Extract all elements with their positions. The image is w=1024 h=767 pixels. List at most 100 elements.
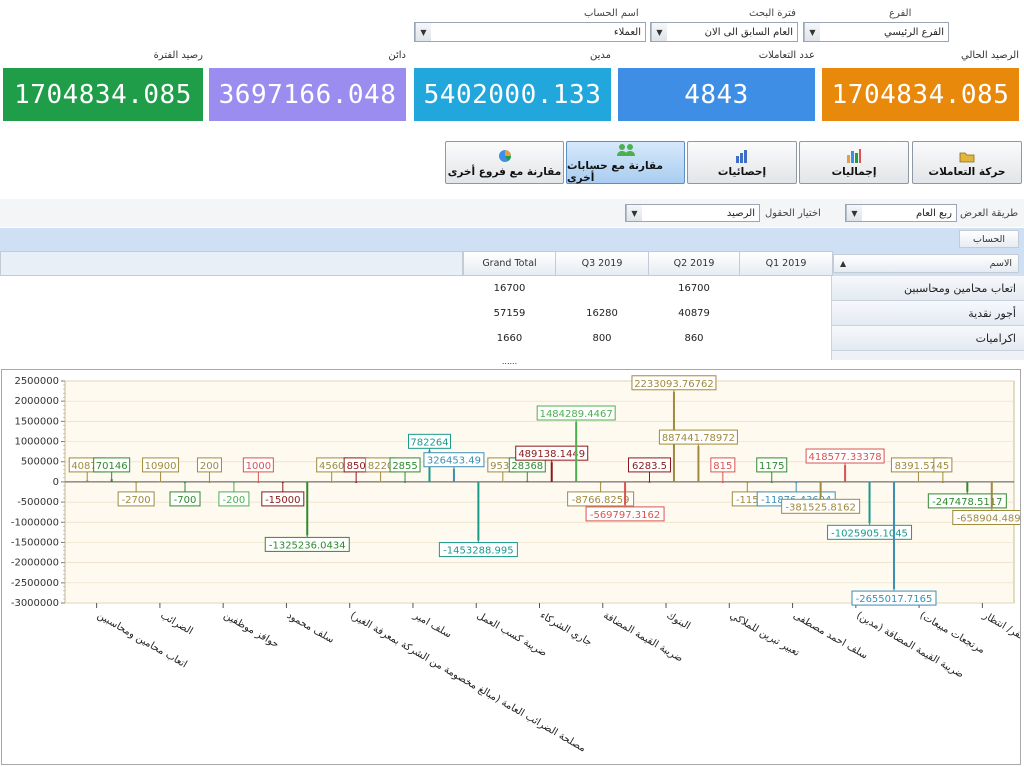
view-mode-combo[interactable]: ▼ ربع العام: [845, 204, 957, 222]
kpi-current-balance: 1704834.085: [822, 68, 1019, 121]
tab-compare-accounts[interactable]: مقارنة مع حسابات أخرى: [566, 141, 685, 184]
table-row-name[interactable]: أجور نقدية: [832, 301, 1024, 326]
fields-combo[interactable]: ▼ الرصيد: [625, 204, 760, 222]
data-label-box: [218, 491, 250, 507]
data-label: 1484289.4467: [540, 409, 613, 420]
kpi-label-credit: دائن: [388, 50, 406, 61]
chevron-down-icon[interactable]: ▼: [846, 205, 862, 221]
pivot-empty-header: [0, 251, 463, 276]
table-row-name[interactable]: اتعاب محامين ومحاسبين: [832, 276, 1024, 301]
kpi-transactions: 4843: [618, 68, 815, 121]
x-tick-label: جاري الشركاء: [538, 610, 594, 648]
name-field-header[interactable]: ▲ الاسم: [833, 254, 1019, 273]
data-bar: [721, 481, 724, 483]
tab-transactions[interactable]: حركة التعاملات: [912, 141, 1022, 184]
comparison-chart: 2500000 2000000 1500000 1000000 500000 0 -5000…: [1, 369, 1024, 765]
data-label-box: [628, 457, 672, 473]
data-bar: [770, 481, 773, 483]
data-bar: [526, 480, 529, 482]
kpi-label-current-balance: الرصيد الحالي: [961, 50, 1019, 61]
data-label-box: [952, 510, 1024, 526]
y-tick-label: -500000: [17, 497, 59, 508]
data-bar: [990, 481, 993, 509]
x-tick-label: سلف امير: [411, 610, 454, 641]
data-label: 4560: [319, 461, 344, 472]
data-label-box: [117, 491, 155, 507]
data-label-box: [515, 445, 589, 461]
data-label: 887441.78972: [662, 433, 735, 444]
tab-statistics[interactable]: إحصائيات: [687, 141, 797, 184]
data-bar: [355, 481, 358, 483]
branch-combo[interactable]: ▼ الفرع الرئيسي: [803, 22, 949, 42]
pie-chart-icon: [497, 147, 513, 163]
column-header-grand-total[interactable]: Grand Total: [463, 251, 556, 276]
y-tick-label: -1000000: [11, 517, 59, 528]
view-mode-label: طريقة العرض: [960, 208, 1019, 219]
data-label: -658904.4899: [957, 514, 1020, 525]
data-label-box: [142, 457, 180, 473]
tab-totals[interactable]: إجماليات: [799, 141, 909, 184]
chevron-down-icon[interactable]: ▼: [804, 23, 820, 41]
data-label-box: [264, 536, 350, 552]
period-label: فترة البحث: [749, 8, 796, 19]
data-label: -8766.8259: [572, 495, 630, 506]
tab-compare-branches[interactable]: مقارنة مع فروع أخرى: [445, 141, 564, 184]
tab-statistics-label: إحصائيات: [717, 166, 767, 178]
data-label: -2655017.7165: [856, 594, 933, 605]
data-label-box: [196, 457, 222, 473]
data-bar: [844, 465, 847, 482]
account-combo[interactable]: ▼ العملاء: [414, 22, 646, 42]
period-value: العام السابق الى الان: [704, 26, 793, 38]
account-value: العملاء: [613, 26, 641, 38]
column-header-q2[interactable]: Q2 2019: [648, 251, 740, 276]
branch-label: الفرع: [889, 8, 912, 19]
data-label: -200: [223, 495, 246, 506]
chevron-down-icon[interactable]: ▼: [651, 23, 667, 41]
tab-totals-label: إجماليات: [831, 166, 877, 178]
table-cell-q3: 16280: [586, 308, 618, 319]
data-label-box: [423, 452, 485, 468]
data-label-box: [536, 405, 616, 421]
account-field-header[interactable]: الحساب: [959, 230, 1019, 248]
x-tick-label: مصاريف كارته سفر/ انتظار: [980, 610, 1020, 676]
table-row-name[interactable]: اكراميات: [832, 326, 1024, 351]
data-label: 70146: [96, 461, 128, 472]
data-bar: [379, 481, 382, 483]
chevron-down-icon[interactable]: ▼: [415, 23, 431, 41]
x-tick-label: البنوك: [665, 610, 692, 632]
data-label: 10900: [145, 461, 177, 472]
chevron-down-icon[interactable]: ▼: [626, 205, 642, 221]
column-header-q1[interactable]: Q1 2019: [739, 251, 833, 276]
table-cell-q1: [739, 301, 833, 326]
data-bar: [257, 481, 260, 483]
data-bar: [917, 481, 920, 483]
data-label-box: [242, 457, 274, 473]
y-tick-label: -2500000: [11, 578, 59, 589]
table-cell-total: 16700: [493, 283, 526, 294]
kpi-credit: 3697166.048: [209, 68, 406, 121]
data-bar: [697, 446, 700, 482]
column-header-q3[interactable]: Q3 2019: [555, 251, 649, 276]
kpi-label-period-balance: رصيد الفترة: [153, 50, 203, 61]
data-label: -15000: [265, 495, 300, 506]
sort-up-icon: ▲: [840, 259, 847, 268]
stats-icon: [734, 147, 750, 163]
x-tick-label: ضريبة كسب العمل: [475, 610, 549, 659]
data-bar: [306, 481, 309, 536]
data-bar: [966, 481, 969, 492]
name-field-header-label: الاسم: [989, 258, 1012, 269]
data-bar: [550, 462, 553, 482]
data-label: 418577.33378: [809, 452, 882, 463]
data-label: 815: [713, 461, 732, 472]
data-label: 782264: [410, 437, 448, 448]
period-combo[interactable]: ▼ العام السابق الى الان: [650, 22, 798, 42]
data-label: 489138.1449: [518, 449, 585, 460]
data-label: 40879: [71, 461, 103, 472]
y-tick-label: -1500000: [11, 537, 59, 548]
data-label: 45: [937, 461, 950, 472]
data-label-box: [805, 448, 885, 464]
table-cell-q1: [739, 326, 833, 351]
data-bar: [86, 480, 89, 482]
table-cell-q2: 860: [684, 333, 704, 344]
more-rows-indicator: ......: [501, 356, 518, 366]
